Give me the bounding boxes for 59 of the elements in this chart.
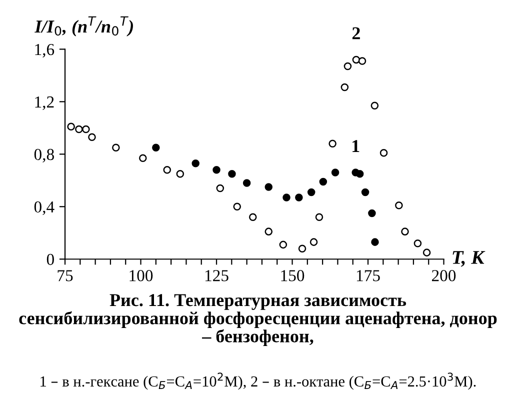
y-tick-label: 0,4 xyxy=(34,201,54,215)
point xyxy=(88,133,96,141)
point xyxy=(328,140,336,148)
x-tick-label: 125 xyxy=(205,270,228,282)
x-tick-label: 150 xyxy=(281,270,304,282)
point xyxy=(216,184,224,192)
point xyxy=(307,188,316,196)
y-axis-title: I/I$_{0}$, (n$^{T}$/n$_{0}$$^{T}$) xyxy=(34,16,133,36)
text: Рис. 11. Температурная зависимость сенсибилизированной фосфоресценции аценафтена, донор – бензофенон, xyxy=(19,294,497,346)
x-axis-title: T, К xyxy=(452,251,486,267)
point xyxy=(112,144,120,152)
point xyxy=(315,213,324,222)
point xyxy=(82,125,90,134)
point xyxy=(356,170,364,178)
x-tick-label: 175 xyxy=(356,270,380,282)
point xyxy=(361,188,370,196)
point xyxy=(233,202,241,211)
y-tick-label: 0,8 xyxy=(34,148,54,163)
series-label: 2 xyxy=(352,27,360,40)
point xyxy=(414,239,422,248)
point xyxy=(298,244,306,253)
point xyxy=(401,228,409,236)
series-label: 1 xyxy=(352,140,360,152)
point xyxy=(310,238,318,246)
point xyxy=(176,170,184,178)
point xyxy=(422,248,431,256)
point xyxy=(319,178,328,186)
text: 1 – в н.-гексане (C$_{Б}$=C$_{А}$=10$^{2}$M), 2 – в н.-октане (C$_{Б}$=C$_{А}$=2.5·10$^{3}$M). xyxy=(40,372,476,390)
point xyxy=(380,148,388,157)
x-tick-label: 100 xyxy=(130,270,153,282)
point xyxy=(368,209,376,218)
point xyxy=(228,170,236,178)
point xyxy=(331,168,340,176)
y-tick-label: 1,6 xyxy=(35,44,54,58)
point xyxy=(248,213,257,222)
point xyxy=(163,166,172,174)
point xyxy=(358,57,366,65)
point xyxy=(75,125,83,134)
point xyxy=(139,154,147,162)
point xyxy=(152,144,160,152)
point xyxy=(282,194,290,202)
point xyxy=(352,56,360,64)
point xyxy=(344,62,352,70)
y-tick-label: 0 xyxy=(46,254,54,266)
point xyxy=(264,228,273,236)
x-tick-label: 75 xyxy=(58,270,73,282)
point xyxy=(395,201,403,210)
point xyxy=(67,122,75,130)
point xyxy=(192,159,200,168)
point xyxy=(370,102,379,110)
point xyxy=(340,83,349,92)
point xyxy=(242,179,251,187)
point xyxy=(212,166,220,174)
point xyxy=(264,183,273,191)
point xyxy=(279,240,288,249)
point xyxy=(295,194,303,202)
x-tick-label: 200 xyxy=(432,270,456,282)
y-tick-label: 1,2 xyxy=(35,96,54,110)
point xyxy=(371,238,379,246)
